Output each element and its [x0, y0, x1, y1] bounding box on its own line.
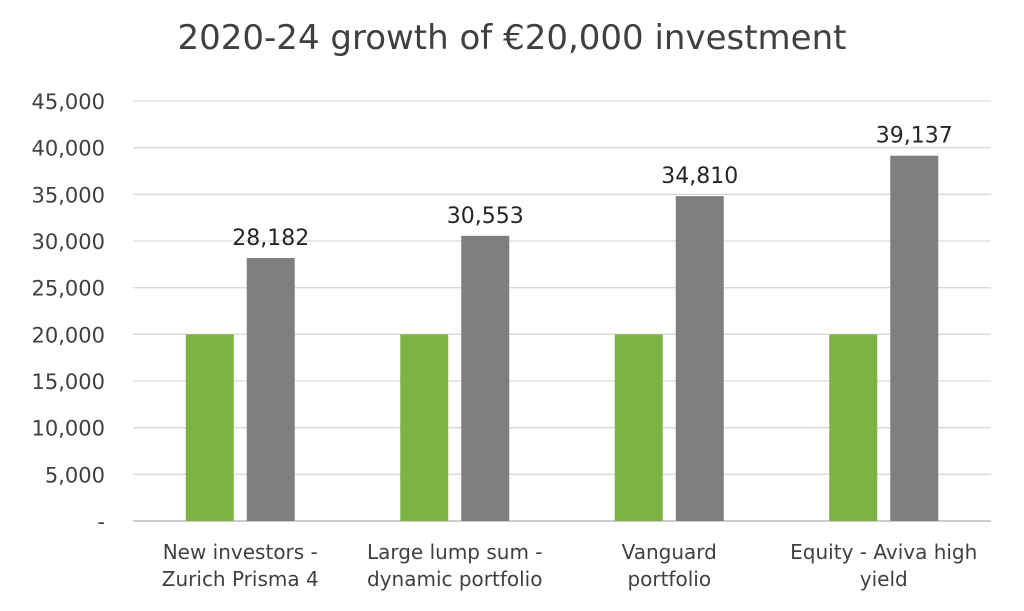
x-category-label: dynamic portfolio — [367, 567, 542, 591]
y-tick-label: 15,000 — [32, 370, 105, 394]
bar-series-2-4 — [890, 155, 939, 522]
x-category-label: portfolio — [627, 567, 711, 591]
x-category-label: Vanguard — [622, 540, 717, 564]
y-tick-label: 10,000 — [32, 417, 105, 441]
x-category-label: Zurich Prisma 4 — [162, 567, 319, 591]
y-tick-label: - — [97, 510, 105, 534]
bar-series-2-3 — [675, 196, 724, 521]
data-label: 28,182 — [232, 226, 309, 251]
bar-series-1-2 — [400, 334, 449, 521]
bar-series-1-3 — [614, 334, 663, 521]
y-tick-label: 35,000 — [32, 183, 105, 207]
bar-series-1-4 — [829, 334, 878, 521]
y-tick-label: 45,000 — [32, 90, 105, 114]
y-tick-label: 40,000 — [32, 137, 105, 161]
y-tick-label: 5,000 — [45, 463, 105, 487]
y-tick-label: 20,000 — [32, 323, 105, 347]
bar-series-2-1 — [246, 257, 295, 521]
chart-title: 2020-24 growth of €20,000 investment — [177, 18, 847, 58]
y-tick-label: 25,000 — [32, 277, 105, 301]
x-category-label: New investors - — [163, 540, 318, 564]
x-category-label: Equity - Aviva high — [790, 540, 977, 564]
x-category-label: yield — [860, 567, 908, 591]
data-label: 30,553 — [447, 204, 524, 229]
data-label: 39,137 — [876, 124, 953, 149]
y-axis-tick-labels: - 5,000 10,000 15,000 20,000 25,000 30,000 35,0… — [32, 90, 105, 534]
bar-series-2-2 — [461, 235, 510, 521]
y-tick-label: 30,000 — [32, 230, 105, 254]
bars — [185, 155, 939, 522]
x-axis-category-labels: New investors - Zurich Prisma 4 Large lump… — [162, 540, 978, 591]
x-category-label: Large lump sum - — [367, 540, 543, 564]
data-labels: 28,182 30,553 34,810 39,137 — [232, 124, 952, 251]
bar-series-1-1 — [185, 334, 234, 521]
data-label: 34,810 — [661, 164, 738, 189]
